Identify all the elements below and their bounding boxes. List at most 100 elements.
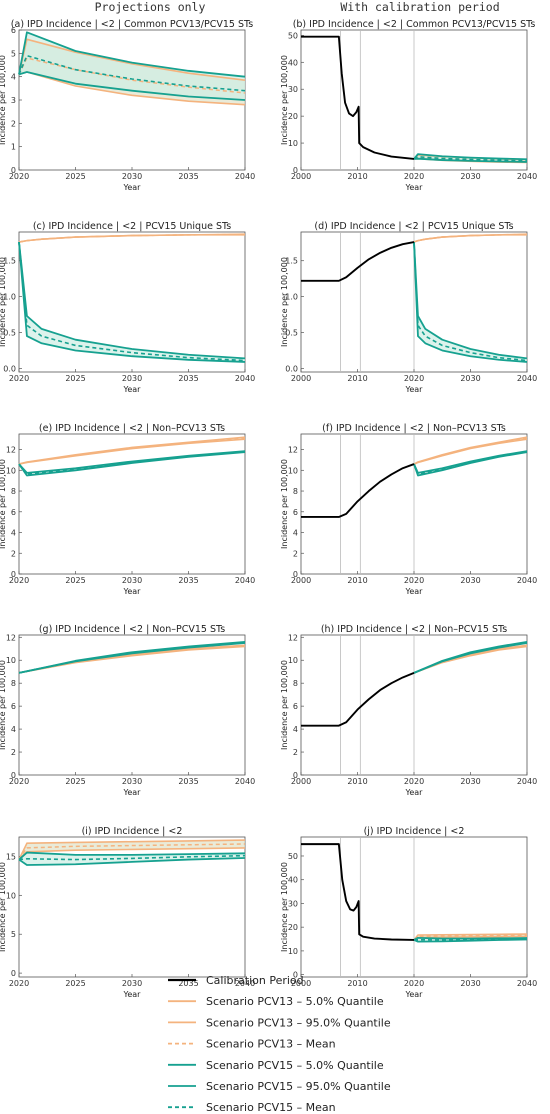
y-tick-label: 3 [11,96,16,105]
y-tick-label: 4 [11,529,16,538]
series-pcv13-mean-e [18,437,246,465]
series-pcv13-q95-g [18,644,246,674]
x-axis-label-f: Year [405,587,424,596]
y-tick-label: 0.0 [285,364,298,373]
x-tick-label: 2040 [517,374,537,383]
series-pcv15-mean-g [18,641,246,674]
chart-title-g: (g) IPD Incidence | <2 | Non–PCV15 STs [39,624,225,635]
x-axis-label-d: Year [405,385,424,394]
y-tick-label: 0 [11,969,16,978]
chart-panel-f: (f) IPD Incidence | <2 | Non–PCV13 STs20… [280,423,537,596]
y-tick-label: 8 [293,679,298,688]
y-axis-label-e: Incidence per 100,000 [0,459,7,549]
chart-title-h: (h) IPD Incidence | <2 | Non–PCV15 STs [321,624,507,635]
legend-label-3: Scenario PCV13 – Mean [206,1038,336,1051]
y-axis-label-h: Incidence per 100,000 [280,660,289,750]
series-calibration-b [301,35,415,160]
series-pcv15-q05-c [18,241,246,363]
x-tick-label: 2030 [122,979,142,988]
y-tick-label: 10 [288,656,298,665]
y-tick-label: 5 [11,930,16,939]
x-tick-label: 2020 [9,172,29,181]
series-pcv15-q95-c [18,241,246,360]
x-tick-label: 2010 [347,172,367,181]
x-tick-label: 2030 [460,576,480,585]
y-tick-label: 8 [293,487,298,496]
y-tick-label: 0 [293,771,298,780]
series-pcv15-mean-b [413,156,528,162]
x-tick-label: 2010 [347,979,367,988]
series-pcv15-q05-i [18,857,246,866]
chart-panel-b: (b) IPD Incidence | <2 | Common PCV13/PC… [280,19,537,192]
series-pcv13-q05-f [413,438,528,465]
y-tick-label: 15 [6,852,16,861]
chart-title-i: (i) IPD Incidence | <2 [82,826,183,837]
x-tick-label: 2040 [517,576,537,585]
y-tick-label: 8 [11,679,16,688]
chart-panel-h: (h) IPD Incidence | <2 | Non–PCV15 STs 20… [280,624,537,797]
y-tick-label: 50 [288,31,298,40]
y-tick-label: 30 [288,899,298,908]
x-tick-label: 2000 [291,374,311,383]
x-tick-label: 2035 [178,172,198,181]
y-tick-label: 2 [11,119,16,128]
chart-title-c: (c) IPD Incidence | <2 | PCV15 Unique ST… [33,221,231,232]
x-tick-label: 2020 [404,777,424,786]
y-tick-label: 0.0 [3,364,16,373]
x-tick-label: 2035 [178,777,198,786]
y-tick-label: 6 [11,702,16,711]
legend-label-4: Scenario PCV15 – 5.0% Quantile [206,1059,384,1072]
band-pcv13-h [414,645,527,673]
legend-label-6: Scenario PCV15 – Mean [206,1101,336,1114]
x-axis-label-b: Year [405,183,424,192]
series-pcv13-q05-g [18,645,246,674]
series-pcv15-mean-d [413,242,528,362]
y-tick-label: 1.5 [285,257,298,266]
x-tick-label: 2000 [291,979,311,988]
series-pcv15-q95-d [413,242,528,360]
x-tick-label: 2040 [235,172,255,181]
y-axis-label-j: Incidence per 100,000 [280,862,289,952]
x-tick-label: 2025 [65,172,85,181]
series-pcv13-mean-j [413,934,528,941]
y-tick-label: 0 [293,166,298,175]
y-tick-label: 6 [293,702,298,711]
x-tick-label: 2020 [9,576,29,585]
x-tick-label: 2040 [517,777,537,786]
y-axis-label-g: Incidence per 100,000 [0,660,7,750]
y-tick-label: 10 [6,656,16,665]
band-pcv15-c [19,242,245,362]
series-pcv15-mean-f [413,450,528,476]
x-tick-label: 2035 [178,979,198,988]
x-tick-label: 2030 [122,172,142,181]
band-pcv15-e [19,451,245,476]
y-tick-label: 6 [293,508,298,517]
y-tick-label: 1.5 [3,257,16,266]
series-pcv15-q05-b [413,157,528,163]
series-calibration-h [301,671,415,727]
series-pcv13-mean-d [413,233,528,243]
chart-panel-g: (g) IPD Incidence | <2 | Non–PCV15 STs 20… [0,624,255,797]
y-tick-label: 40 [288,58,298,67]
x-tick-label: 2020 [404,979,424,988]
x-tick-label: 2030 [122,777,142,786]
x-tick-label: 2000 [291,777,311,786]
x-tick-label: 2020 [404,172,424,181]
y-tick-label: 12 [288,446,298,455]
x-tick-label: 2020 [404,374,424,383]
series-pcv15-mean-i [18,854,246,861]
x-tick-label: 2030 [122,374,142,383]
x-axis-label-i: Year [123,990,142,999]
y-tick-label: 6 [11,508,16,517]
y-tick-label: 2 [11,549,16,558]
x-tick-label: 2040 [235,777,255,786]
x-tick-label: 2040 [517,979,537,988]
series-pcv15-q95-j [413,936,528,941]
y-tick-label: 2 [11,748,16,757]
series-pcv15-mean-h [413,641,528,674]
chart-panel-a: (a) IPD Incidence | <2 | Common PCV13/PC… [0,19,255,192]
series-pcv13-q05-e [18,438,246,465]
y-tick-label: 0 [11,570,16,579]
